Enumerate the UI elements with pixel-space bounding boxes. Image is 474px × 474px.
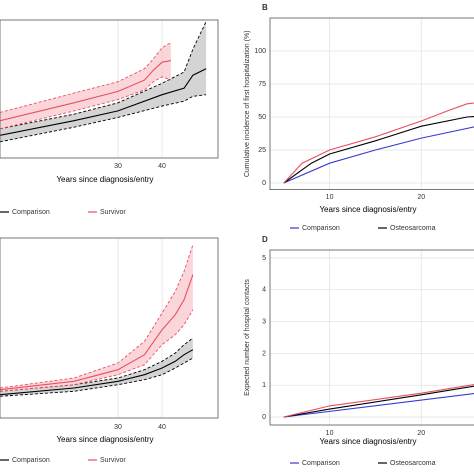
legend-label: Comparison — [12, 209, 50, 216]
series-line — [283, 126, 474, 184]
panel-label: D — [262, 235, 268, 244]
panel-border — [269, 249, 474, 426]
x-axis-label: Years since diagnosis/entry — [319, 437, 416, 446]
ci-bound — [0, 357, 194, 397]
ci-band — [0, 42, 171, 129]
y-tick-label: 0 — [262, 414, 266, 421]
y-tick-label: 5 — [262, 255, 266, 262]
panel: 30 40 Years since diagnosis/entry Compariso… — [0, 19, 219, 216]
panel-label: B — [262, 3, 268, 12]
panel: 10 20 0 1 2 3 4 5 D Years since diagnosis/entry Ex… — [244, 235, 474, 467]
plot-background — [270, 250, 474, 425]
series-line — [283, 116, 474, 184]
panel: 30 40 Years since diagnosis/entry Compariso… — [0, 237, 219, 464]
series-line — [0, 349, 194, 396]
x-tick-label: 10 — [326, 194, 334, 201]
series-line — [283, 385, 474, 418]
y-axis-label: Cumulative incidence of first hospitaliz… — [244, 30, 251, 177]
legend-label: Comparison — [302, 460, 340, 467]
x-axis-label: Years since diagnosis/entry — [56, 175, 153, 184]
series-line — [0, 60, 171, 122]
x-tick-label: 20 — [417, 430, 425, 437]
y-tick-label: 75 — [258, 81, 266, 88]
series-line — [283, 384, 474, 418]
ci-bound — [0, 21, 207, 130]
legend-label: Survivor — [100, 457, 126, 464]
series-line — [283, 393, 474, 418]
y-axis-label: Expected number of hospital contacts — [244, 279, 251, 396]
ci-bound — [0, 94, 207, 143]
x-tick-label: 40 — [158, 424, 166, 431]
series-line — [0, 274, 194, 391]
legend-label: Comparison — [12, 457, 50, 464]
x-tick-label: 30 — [114, 424, 122, 431]
y-tick-label: 100 — [254, 48, 266, 55]
ci-bound — [0, 309, 194, 392]
x-tick-label: 40 — [158, 163, 166, 170]
panel-border — [269, 17, 474, 191]
panel: 10 20 0 25 50 75 100 B Years since diagnosis/ent… — [244, 3, 474, 232]
ci-bound — [0, 76, 172, 130]
series-line — [0, 68, 207, 136]
series-line — [283, 102, 474, 184]
x-axis-label: Years since diagnosis/entry — [56, 435, 153, 444]
x-tick-label: 20 — [417, 194, 425, 201]
legend-label: Comparison — [302, 225, 340, 232]
x-tick-label: 10 — [326, 430, 334, 437]
y-tick-label: 4 — [262, 287, 266, 294]
panel-border — [0, 19, 219, 159]
panel-border — [0, 237, 219, 419]
x-axis-label: Years since diagnosis/entry — [319, 205, 416, 214]
ci-band — [0, 21, 207, 142]
plot-background — [270, 18, 474, 190]
y-tick-label: 25 — [258, 147, 266, 154]
y-tick-label: 50 — [258, 114, 266, 121]
legend-label: Survivor — [100, 209, 126, 216]
y-tick-label: 2 — [262, 350, 266, 357]
x-tick-label: 30 — [114, 163, 122, 170]
y-tick-label: 3 — [262, 318, 266, 325]
legend-label: Osteosarcoma — [390, 460, 436, 467]
ci-bound — [0, 42, 172, 113]
y-tick-label: 1 — [262, 382, 266, 389]
y-tick-label: 0 — [262, 180, 266, 187]
ci-bound — [0, 244, 194, 389]
legend-label: Osteosarcoma — [390, 225, 436, 232]
ci-bound — [0, 337, 194, 392]
